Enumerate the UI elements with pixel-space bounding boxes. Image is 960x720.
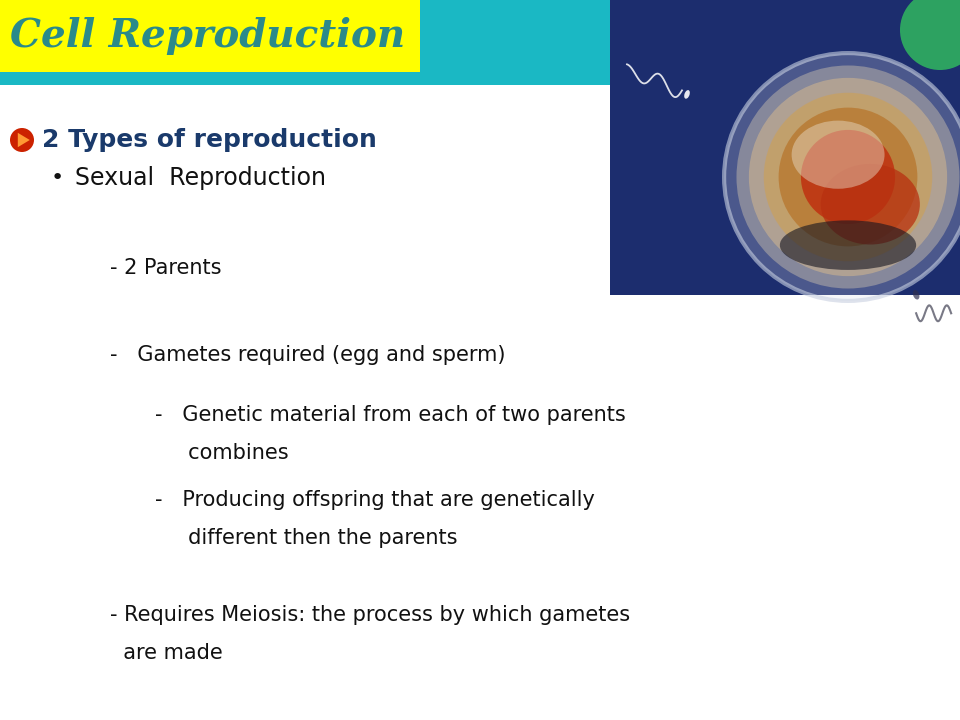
Text: Cell Reproduction: Cell Reproduction <box>10 17 405 55</box>
Circle shape <box>900 0 960 70</box>
Text: •: • <box>50 168 63 188</box>
Ellipse shape <box>684 90 690 99</box>
Polygon shape <box>18 132 30 147</box>
Circle shape <box>724 53 960 301</box>
Text: Sexual  Reproduction: Sexual Reproduction <box>75 166 326 190</box>
Text: - 2 Parents: - 2 Parents <box>110 258 222 278</box>
Text: -   Producing offspring that are genetically: - Producing offspring that are genetical… <box>155 490 595 510</box>
Ellipse shape <box>821 164 920 245</box>
Circle shape <box>10 128 34 152</box>
Text: combines: combines <box>155 443 289 463</box>
Circle shape <box>779 107 918 246</box>
Circle shape <box>764 93 932 261</box>
Bar <box>0 0 960 85</box>
Text: different then the parents: different then the parents <box>155 528 458 548</box>
Ellipse shape <box>913 290 920 300</box>
Text: 2 Types of reproduction: 2 Types of reproduction <box>42 128 377 152</box>
Text: are made: are made <box>110 643 223 663</box>
Circle shape <box>736 66 959 289</box>
Text: -   Gametes required (egg and sperm): - Gametes required (egg and sperm) <box>110 345 506 365</box>
Circle shape <box>749 78 948 276</box>
Ellipse shape <box>780 220 916 270</box>
Text: - Requires Meiosis: the process by which gametes: - Requires Meiosis: the process by which… <box>110 605 630 625</box>
Circle shape <box>801 130 895 224</box>
Bar <box>0 0 420 72</box>
Bar <box>610 0 960 295</box>
Ellipse shape <box>792 121 884 189</box>
Text: -   Genetic material from each of two parents: - Genetic material from each of two pare… <box>155 405 626 425</box>
